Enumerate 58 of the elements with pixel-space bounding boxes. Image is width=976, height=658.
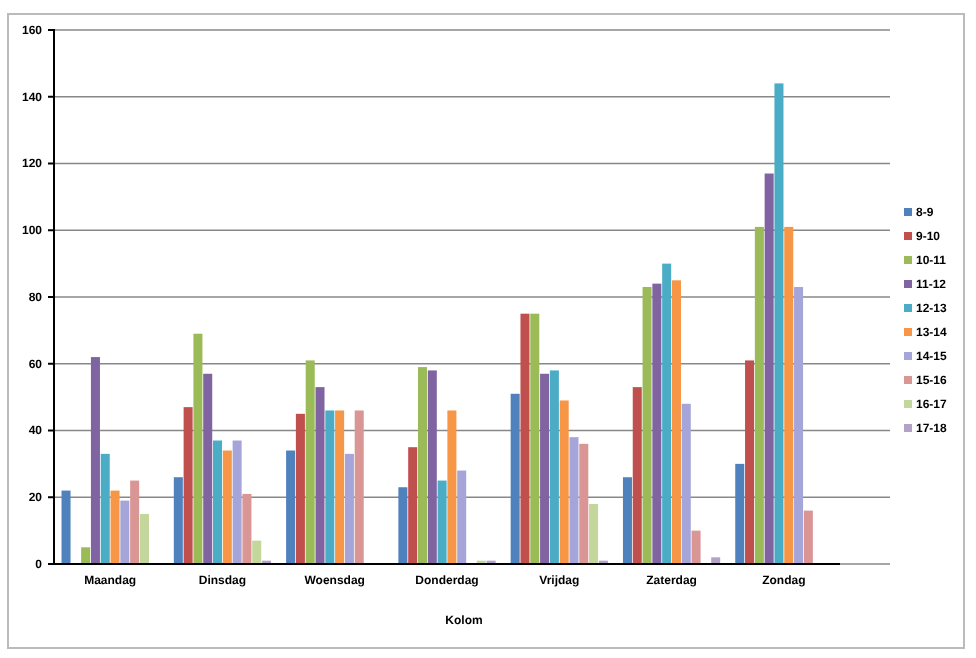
bar [173, 477, 183, 564]
bar [559, 400, 569, 564]
bar [530, 313, 540, 564]
bar [90, 357, 100, 564]
bar [549, 370, 559, 564]
bar [622, 477, 632, 564]
bar [437, 480, 447, 564]
bar [632, 387, 642, 564]
bar [569, 437, 579, 564]
bar [398, 487, 408, 564]
bar [417, 367, 427, 564]
bar [764, 173, 774, 564]
bar [335, 410, 345, 564]
bar [754, 226, 764, 564]
bar [120, 500, 130, 564]
bar [745, 360, 755, 564]
bar [681, 403, 691, 564]
bar [691, 530, 701, 564]
bar [325, 410, 335, 564]
bar [447, 410, 457, 564]
bar [784, 226, 794, 564]
bar [642, 286, 652, 564]
bar [286, 450, 296, 564]
bar [213, 440, 223, 564]
bar [662, 263, 672, 564]
bar [232, 440, 242, 564]
bar [139, 513, 149, 564]
bar [735, 463, 745, 564]
bar [427, 370, 437, 564]
bar [540, 373, 550, 564]
bar [457, 470, 467, 564]
bar [203, 373, 213, 564]
bar [344, 453, 354, 564]
bar [589, 503, 599, 564]
bar [803, 510, 813, 564]
bar [242, 493, 252, 564]
bar [794, 286, 804, 564]
bar [520, 313, 530, 564]
bar [711, 557, 721, 564]
bar [110, 490, 120, 564]
bar [252, 540, 262, 564]
bar [774, 83, 784, 564]
bar [295, 413, 305, 564]
bar [305, 360, 315, 564]
bar [81, 547, 91, 564]
bar [315, 387, 325, 564]
bar [510, 393, 520, 564]
bar [130, 480, 140, 564]
bar [61, 490, 71, 564]
bar [100, 453, 110, 564]
bar [671, 280, 681, 564]
bar [183, 407, 193, 564]
bar [222, 450, 232, 564]
bar [408, 447, 418, 564]
bar [193, 333, 203, 564]
bar [354, 410, 364, 564]
bar [652, 283, 662, 564]
bar [579, 443, 589, 564]
